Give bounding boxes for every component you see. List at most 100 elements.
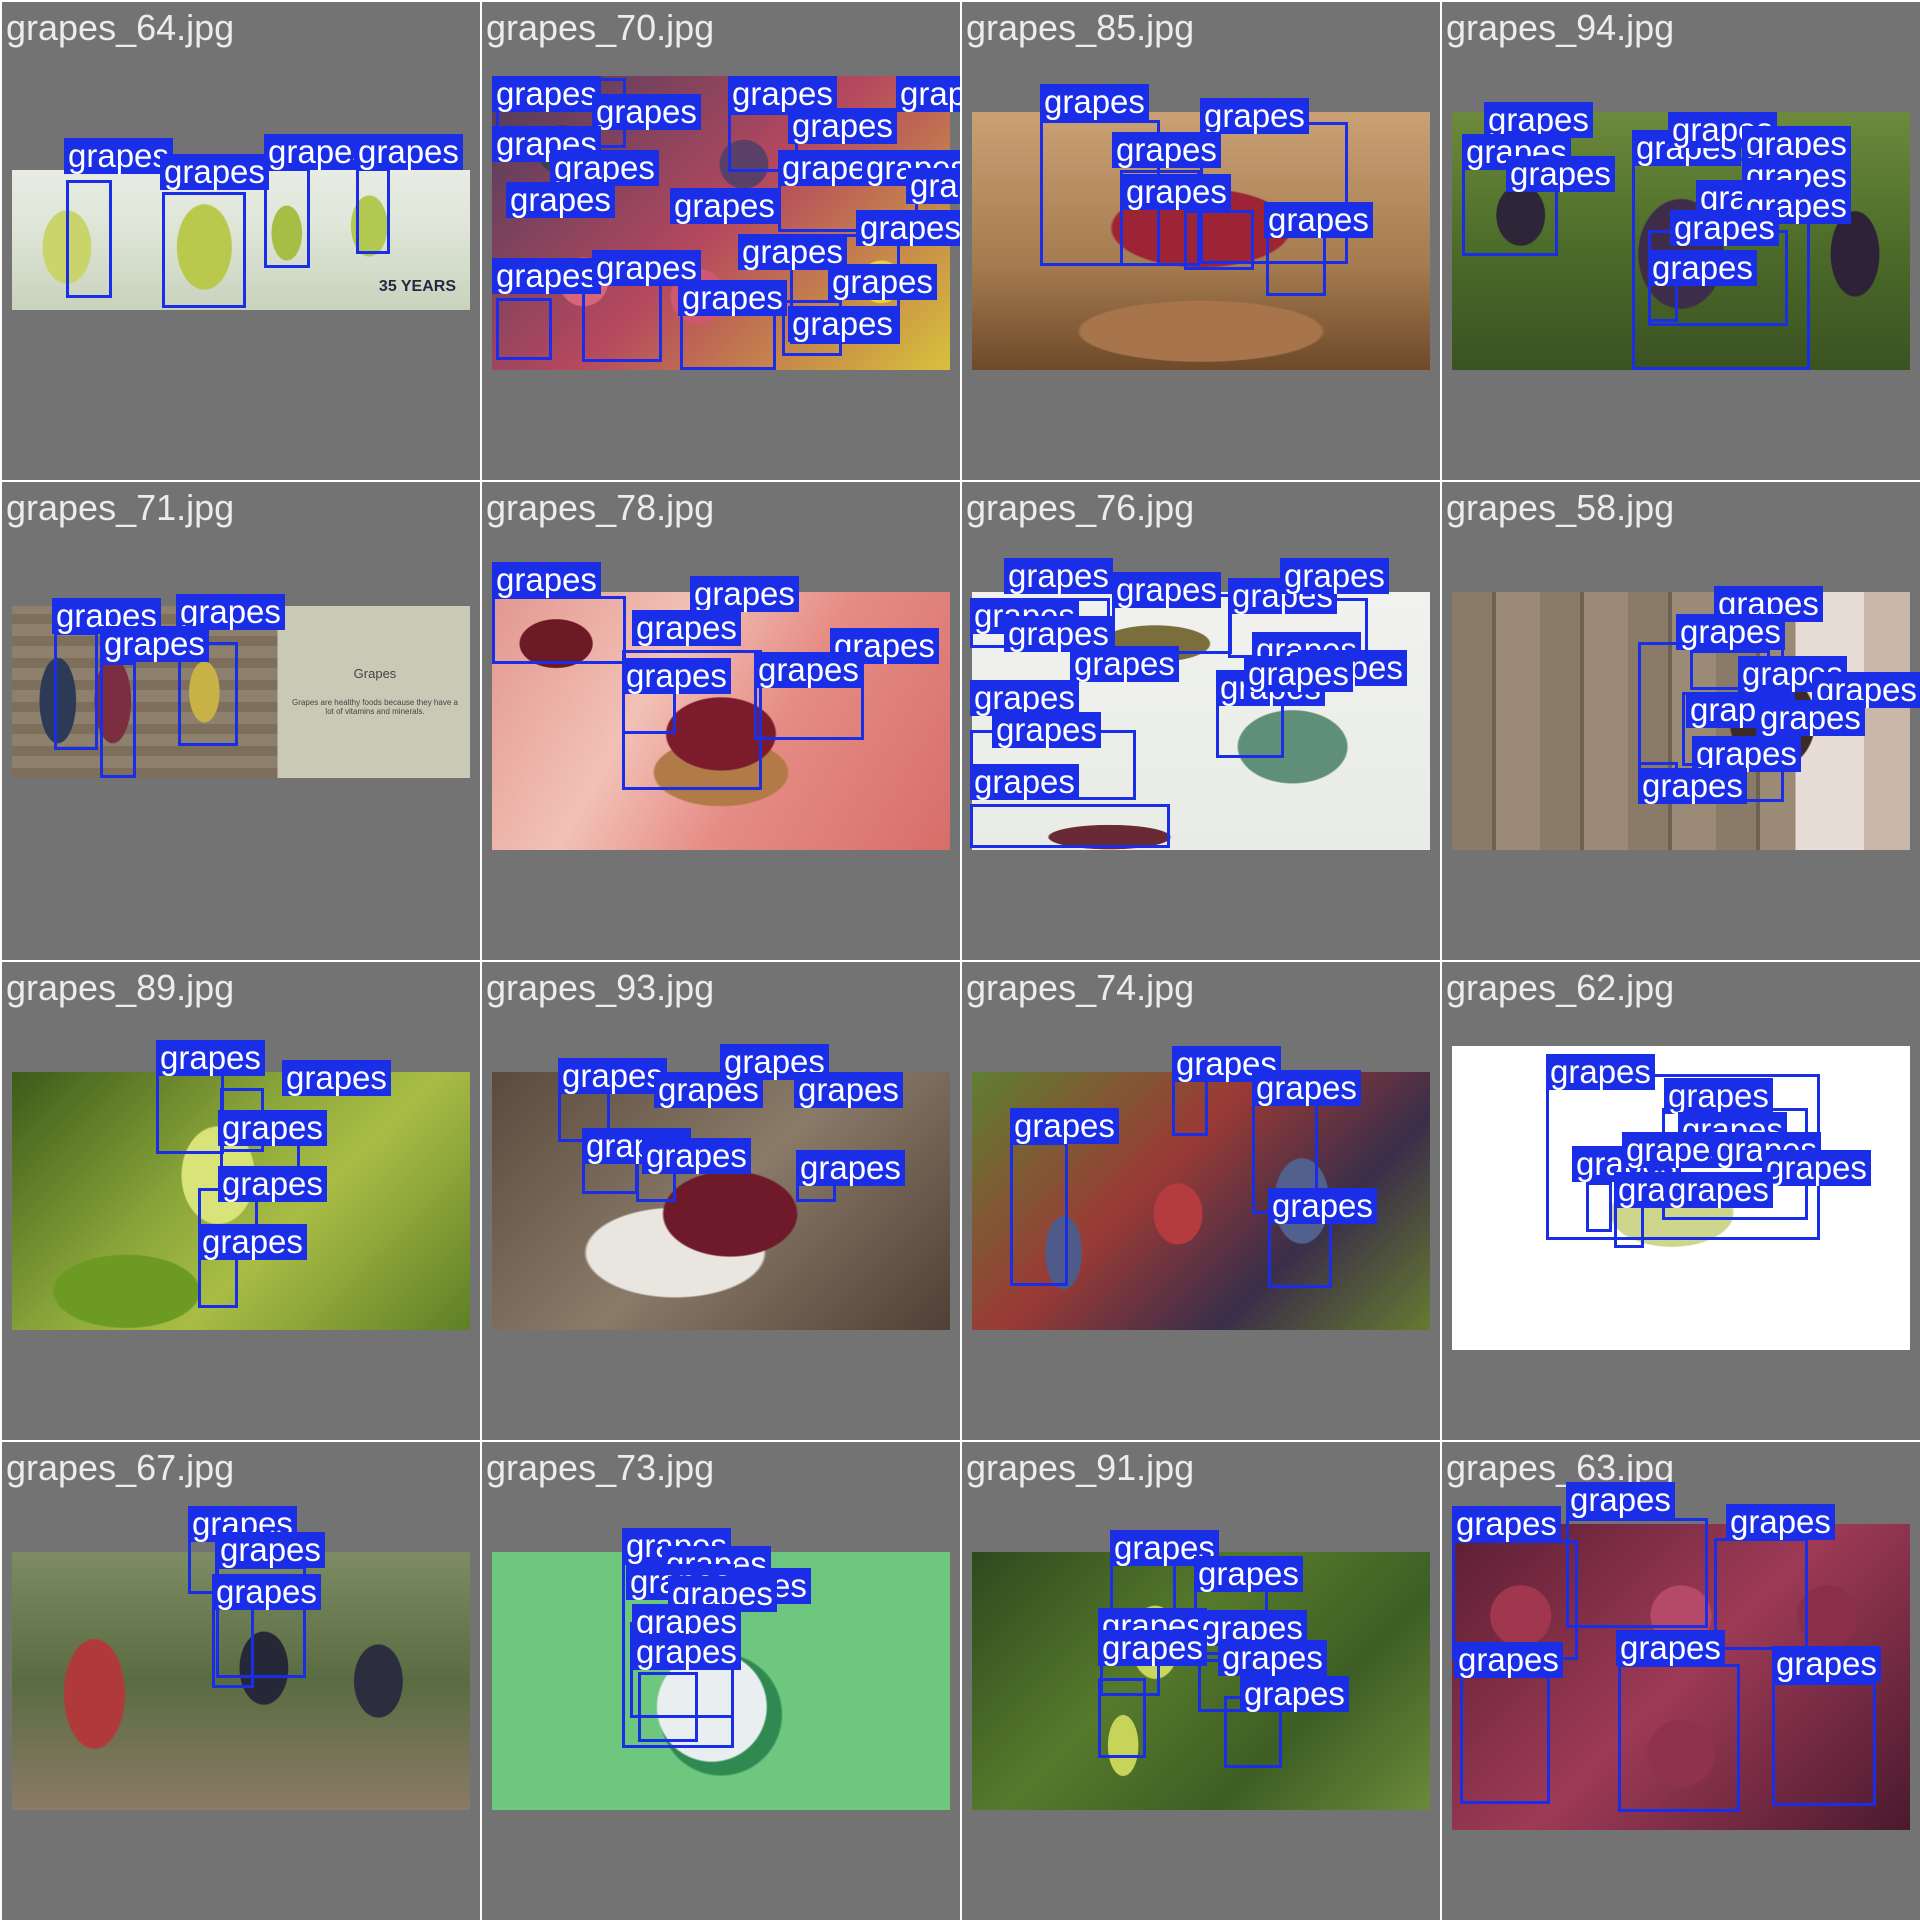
detection-label: grapes: [1280, 558, 1389, 594]
detection-label: grapes: [550, 150, 659, 186]
photo-heading-text: Grapes: [353, 666, 397, 681]
detection-label: grapes: [156, 1040, 265, 1076]
detection-label: grapes: [1004, 616, 1113, 652]
detection-label: grapes: [1004, 558, 1113, 594]
detection-label: grapes: [632, 1634, 741, 1670]
detection-label: grapes: [654, 1072, 763, 1108]
tile-filename: grapes_74.jpg: [966, 967, 1195, 1008]
detection-label: grapes: [690, 576, 799, 612]
detection-label: grapes: [1742, 126, 1851, 162]
detection-label: grapes: [1726, 1504, 1835, 1540]
detection-label: grapes: [212, 1574, 321, 1610]
detection-label: grapes: [1616, 1630, 1725, 1666]
detection-label: grapes: [264, 134, 373, 170]
tile-filename: grapes_73.jpg: [486, 1447, 715, 1488]
tile-grapes-89: grapes_89.jpg grapes grapes grapes grape…: [2, 962, 480, 1440]
detection-label: grapes: [754, 652, 863, 688]
detection-label: grapes: [632, 610, 741, 646]
tile-filename: grapes_63.jpg: [1446, 1447, 1675, 1488]
detection-label: grapes: [788, 108, 897, 144]
detection-label: grapes: [970, 680, 1079, 716]
detection-label: grapes: [1098, 1630, 1207, 1666]
tile-grapes-76: grapes_76.jpg grapes grapes grapes grape…: [962, 482, 1440, 960]
tile-grapes-73: grapes_73.jpg grapes grapes grapes grape…: [482, 1442, 960, 1920]
tile-grapes-94: grapes_94.jpg grapes grapes grapes grape…: [1442, 2, 1920, 480]
detection-label: grapes: [1010, 1108, 1119, 1144]
detection-label: grapes: [282, 1060, 391, 1096]
detection-label: grapes: [830, 628, 939, 664]
detection-label: grapes: [788, 306, 897, 342]
detection-label: grapes: [1692, 736, 1801, 772]
detection-label: grapes: [198, 1224, 307, 1260]
tile-grapes-70: grapes_70.jpg grapes grapes grapes grape…: [482, 2, 960, 480]
detection-label: grapes: [492, 258, 601, 294]
detection-label: grapes: [1670, 210, 1779, 246]
detection-label: grapes: [218, 1110, 327, 1146]
detection-label: grapes: [670, 188, 779, 224]
tile-filename: grapes_85.jpg: [966, 7, 1195, 48]
detection-label: grapes: [100, 626, 209, 662]
detection-label: grapes: [1268, 1188, 1377, 1224]
tile-filename: grapes_93.jpg: [486, 967, 715, 1008]
detection-label: grapes: [1112, 572, 1221, 608]
detection-label: grapes: [1200, 98, 1309, 134]
detection-label: grapes: [1664, 1078, 1773, 1114]
detection-label: grapes: [1218, 1640, 1327, 1676]
detection-label: grapes: [794, 1072, 903, 1108]
tile-grapes-78: grapes_78.jpg grapes grapes grapes grape…: [482, 482, 960, 960]
detection-label: grapes: [1252, 1070, 1361, 1106]
tile-filename: grapes_91.jpg: [966, 1447, 1195, 1488]
detection-label: grapes: [1772, 1646, 1881, 1682]
photo-logo-text: 35 YEARS: [378, 278, 456, 295]
detection-label: grapes: [354, 134, 463, 170]
tile-grapes-64: grapes_64.jpg 35 YEARS grapes grapes gra…: [2, 2, 480, 480]
detection-label: grapes: [558, 1058, 667, 1094]
detection-label: grapes: [64, 138, 173, 174]
detection-label: grapes: [992, 712, 1101, 748]
detection-label: grapes: [1122, 174, 1231, 210]
detection-label: grapes: [622, 658, 731, 694]
tile-grapes-62: grapes_62.jpg grapes grapes grapes grape…: [1442, 962, 1920, 1440]
detection-label: grapes: [970, 764, 1079, 800]
detection-label: grapes: [1040, 84, 1149, 120]
tile-filename: grapes_94.jpg: [1446, 7, 1675, 48]
detection-label: grapes: [176, 594, 285, 630]
tile-filename: grapes_71.jpg: [6, 487, 235, 528]
tile-photo: [972, 1552, 1430, 1810]
detection-label: grapes: [216, 1532, 325, 1568]
detection-label: grapes: [738, 234, 847, 270]
detection-label: grapes: [160, 154, 269, 190]
tile-grapes-85: grapes_85.jpg grapes grapes grapes grape…: [962, 2, 1440, 480]
tile-photo: [492, 1552, 950, 1810]
tile-filename: grapes_70.jpg: [486, 7, 715, 48]
detection-label: grapes: [1648, 250, 1757, 286]
detection-label: grapes: [642, 1138, 751, 1174]
detection-label: grapes: [1452, 1506, 1561, 1542]
tile-filename: grapes_64.jpg: [6, 7, 235, 48]
detection-label: grapes: [1714, 586, 1823, 622]
tile-filename: grapes_89.jpg: [6, 967, 235, 1008]
tile-grapes-63: grapes_63.jpg grapes grapes grapes grape…: [1442, 1442, 1920, 1920]
detection-label: grapes: [1566, 1482, 1675, 1518]
detection-label: grapes: [1638, 768, 1747, 804]
detection-label: grapes: [1762, 1150, 1871, 1186]
detection-label: grapes: [218, 1166, 327, 1202]
detection-label: grapes: [856, 210, 960, 246]
tile-grapes-93: grapes_93.jpg grapes grapes grapes grape…: [482, 962, 960, 1440]
detection-label: grapes: [796, 1150, 905, 1186]
detection-label: grapes: [1454, 1642, 1563, 1678]
tile-grapes-58: grapes_58.jpg grapes grapes grapes grape…: [1442, 482, 1920, 960]
tile-filename: grapes_58.jpg: [1446, 487, 1675, 528]
detection-label: grapes: [1664, 1172, 1773, 1208]
tile-grapes-91: grapes_91.jpg grapes grapes grapes grape…: [962, 1442, 1440, 1920]
detection-label: grapes: [1070, 646, 1179, 682]
detection-label: grapes: [1112, 132, 1221, 168]
detection-label: grapes: [1484, 102, 1593, 138]
detection-label: grapes: [728, 76, 837, 112]
detection-label: grapes: [1194, 1556, 1303, 1592]
tile-filename: grapes_78.jpg: [486, 487, 715, 528]
detection-label: grapes: [828, 264, 937, 300]
detection-label: grapes: [720, 1044, 829, 1080]
detection-label: grapes: [1506, 156, 1615, 192]
